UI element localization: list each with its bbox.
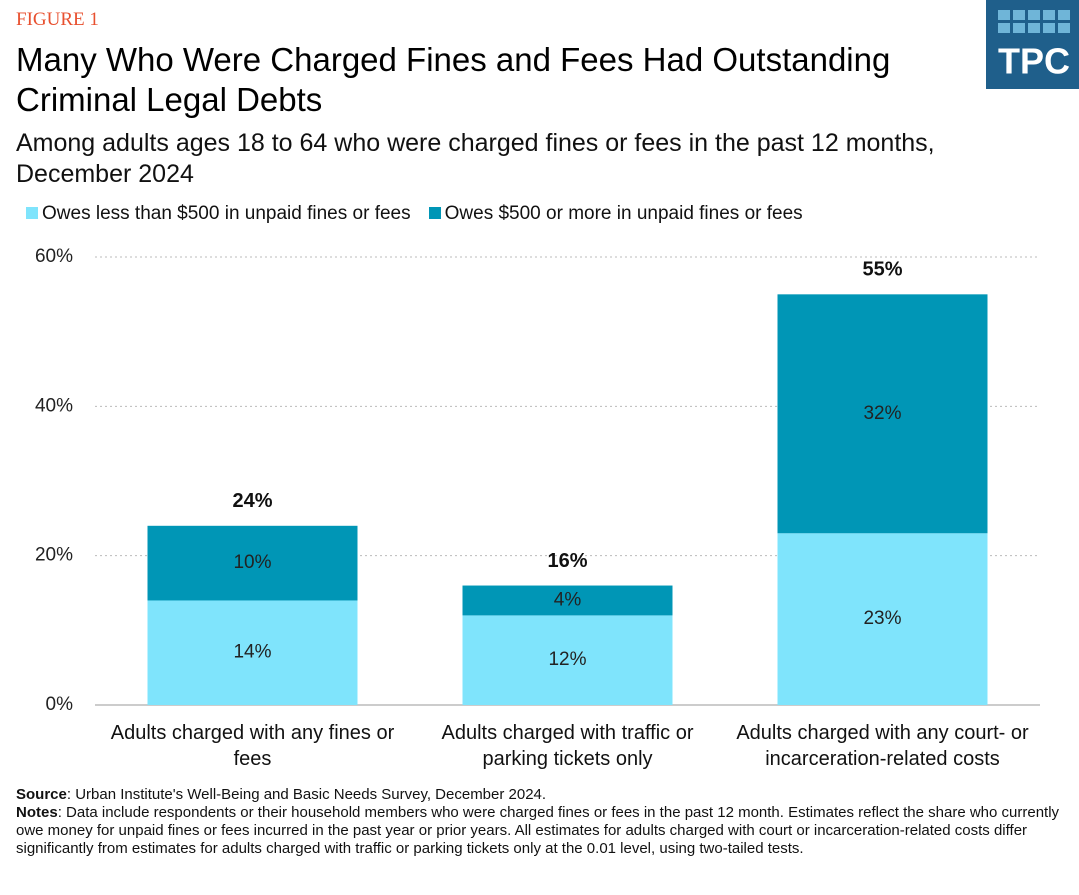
source-text: : Urban Institute's Well-Being and Basic… [66, 786, 547, 803]
bar-segment [147, 525, 358, 601]
value-label: 12% [548, 649, 586, 670]
notes-text: : Data include respondents or their hous… [16, 804, 1060, 857]
logo: TPC [986, 0, 1079, 89]
x-tick-label: Adults charged with any fines or fees [110, 722, 395, 770]
notes-label: Notes [16, 804, 58, 821]
value-label: 14% [233, 642, 271, 663]
source-label: Source [16, 786, 67, 803]
bar-segment [147, 600, 358, 705]
value-label: 23% [863, 608, 901, 629]
legend-label: Owes less than $500 in unpaid fines or f… [42, 203, 411, 224]
value-label: 10% [233, 552, 271, 573]
figure-label: FIGURE 1 [16, 9, 99, 30]
bar-segment [777, 294, 988, 534]
chart-title: Many Who Were Charged Fines and Fees Had… [16, 41, 891, 118]
bar-segment [777, 533, 988, 705]
bar-segment [462, 585, 673, 616]
total-label: 55% [862, 259, 902, 281]
source: Source: Urban Institute's Well-Being and… [16, 786, 1066, 804]
legend-item: Owes less than $500 in unpaid fines or f… [26, 203, 411, 225]
bar-segment [462, 615, 673, 705]
y-tick-label: 20% [35, 545, 73, 566]
y-tick-label: 40% [35, 395, 73, 416]
total-label: 16% [547, 550, 587, 572]
total-label: 24% [232, 490, 272, 512]
value-label: 4% [554, 589, 582, 610]
y-tick-label: 60% [35, 246, 73, 267]
legend-swatch [428, 207, 441, 219]
y-tick-label: 0% [46, 694, 74, 715]
x-tick-label: Adults charged with any court- or incarc… [736, 722, 1029, 770]
legend-label: Owes $500 or more in unpaid fines or fee… [444, 203, 803, 224]
logo-text: TPC [998, 41, 1070, 82]
legend-swatch [26, 207, 38, 219]
footnotes: Source: Urban Institute's Well-Being and… [16, 786, 1066, 858]
chart-subtitle: Among adults ages 18 to 64 who were char… [16, 129, 935, 188]
value-label: 32% [863, 403, 901, 424]
legend: Owes less than $500 in unpaid fines or f… [26, 203, 803, 225]
legend-item: Owes $500 or more in unpaid fines or fee… [428, 203, 803, 225]
x-tick-label: Adults charged with traffic or parking t… [441, 722, 694, 770]
notes: Notes: Data include respondents or their… [16, 804, 1066, 858]
